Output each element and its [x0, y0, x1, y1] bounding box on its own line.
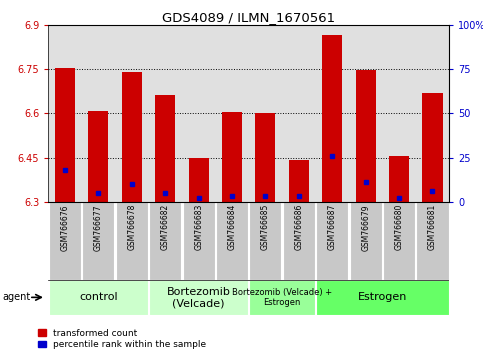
Text: GSM766687: GSM766687 — [328, 204, 337, 251]
Bar — [189, 158, 209, 202]
Bar — [289, 160, 309, 202]
Text: GSM766685: GSM766685 — [261, 204, 270, 251]
Bar — [322, 35, 342, 202]
Bar — [49, 202, 81, 280]
Bar — [222, 113, 242, 202]
Bar — [350, 202, 382, 280]
Bar — [283, 202, 315, 280]
Bar — [416, 202, 449, 280]
Text: Estrogen: Estrogen — [358, 292, 407, 302]
Text: GSM766676: GSM766676 — [60, 204, 70, 251]
Text: GSM766683: GSM766683 — [194, 204, 203, 251]
Bar — [249, 202, 282, 280]
Text: GSM766679: GSM766679 — [361, 204, 370, 251]
Bar — [155, 95, 175, 202]
Text: GSM766682: GSM766682 — [161, 204, 170, 250]
Text: GSM766686: GSM766686 — [294, 204, 303, 251]
Bar — [83, 202, 114, 280]
Bar — [55, 68, 75, 202]
Bar — [249, 280, 315, 315]
Bar — [149, 280, 248, 315]
Bar — [116, 202, 148, 280]
Text: GSM766684: GSM766684 — [227, 204, 237, 251]
Bar — [88, 111, 109, 202]
Bar — [122, 72, 142, 202]
Text: GSM766677: GSM766677 — [94, 204, 103, 251]
Bar — [256, 113, 275, 202]
Text: GSM766681: GSM766681 — [428, 204, 437, 250]
Bar — [316, 202, 348, 280]
Bar — [389, 156, 409, 202]
Title: GDS4089 / ILMN_1670561: GDS4089 / ILMN_1670561 — [162, 11, 335, 24]
Text: control: control — [79, 292, 118, 302]
Text: GSM766680: GSM766680 — [395, 204, 404, 251]
Bar — [383, 202, 415, 280]
Bar — [149, 202, 181, 280]
Text: Bortezomib (Velcade) +
Estrogen: Bortezomib (Velcade) + Estrogen — [232, 288, 332, 307]
Bar — [355, 70, 376, 202]
Bar — [216, 202, 248, 280]
Text: agent: agent — [2, 292, 30, 302]
Bar — [423, 93, 442, 202]
Bar — [316, 280, 449, 315]
Legend: transformed count, percentile rank within the sample: transformed count, percentile rank withi… — [38, 329, 206, 349]
Bar — [183, 202, 214, 280]
Text: GSM766678: GSM766678 — [128, 204, 136, 251]
Text: Bortezomib
(Velcade): Bortezomib (Velcade) — [167, 286, 230, 308]
Bar — [49, 280, 148, 315]
